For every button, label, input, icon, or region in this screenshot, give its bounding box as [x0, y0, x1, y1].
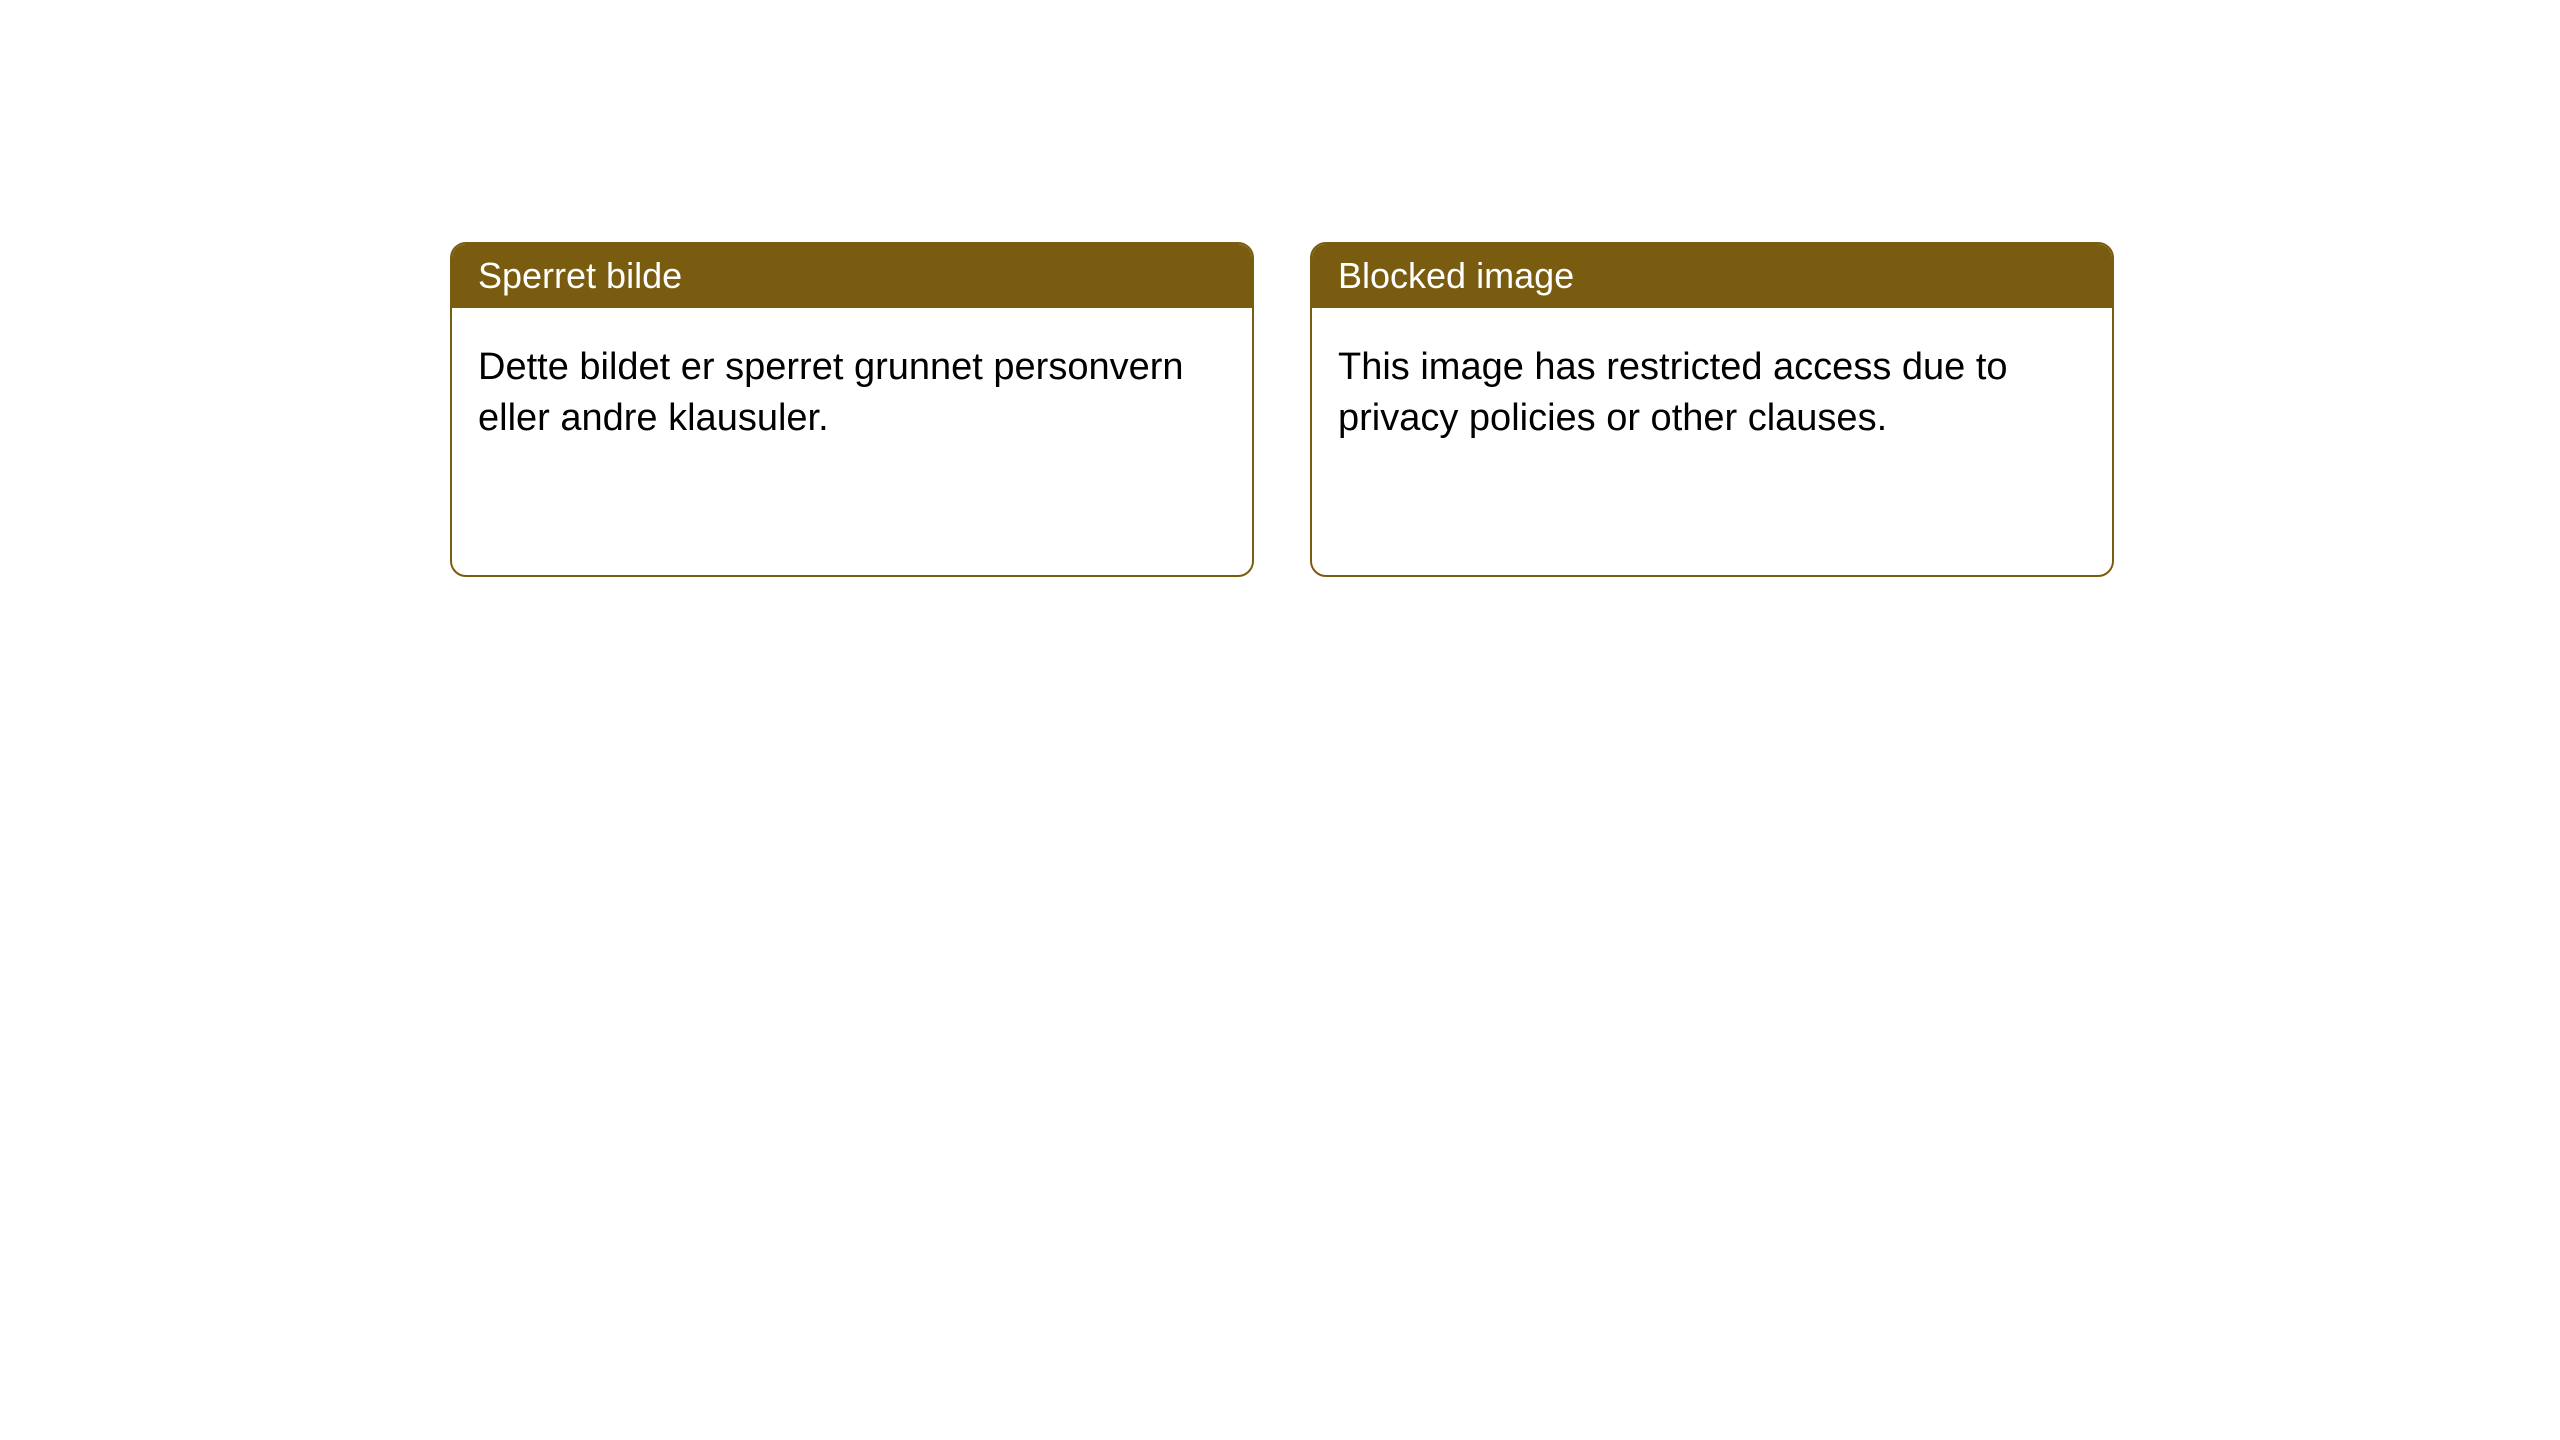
- card-header: Blocked image: [1312, 244, 2112, 308]
- card-body: This image has restricted access due to …: [1312, 308, 2112, 471]
- blocked-image-card-en: Blocked image This image has restricted …: [1310, 242, 2114, 577]
- card-body-text: Dette bildet er sperret grunnet personve…: [478, 346, 1184, 439]
- card-title: Sperret bilde: [478, 255, 682, 296]
- card-body: Dette bildet er sperret grunnet personve…: [452, 308, 1252, 471]
- notice-container: Sperret bilde Dette bildet er sperret gr…: [0, 0, 2560, 577]
- blocked-image-card-no: Sperret bilde Dette bildet er sperret gr…: [450, 242, 1254, 577]
- card-header: Sperret bilde: [452, 244, 1252, 308]
- card-title: Blocked image: [1338, 255, 1574, 296]
- card-body-text: This image has restricted access due to …: [1338, 346, 2008, 439]
